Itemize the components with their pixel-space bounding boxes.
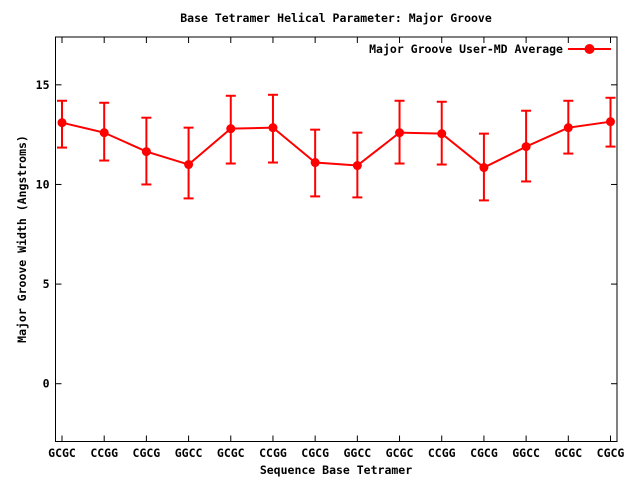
y-tick-label: 5 <box>43 277 50 291</box>
data-point-marker <box>99 128 109 138</box>
data-point-marker <box>57 118 67 128</box>
x-tick-label: GGCC <box>512 446 540 460</box>
y-axis-title: Major Groove Width (Angstroms) <box>15 135 29 343</box>
chart-title: Base Tetramer Helical Parameter: Major G… <box>180 11 492 25</box>
data-point-marker <box>521 142 531 152</box>
y-tick-label: 15 <box>36 78 50 92</box>
x-tick-label: GCGC <box>48 446 76 460</box>
series-line <box>61 120 611 169</box>
data-point-marker <box>352 161 362 171</box>
data-point-marker <box>395 128 405 138</box>
x-tick-label: GCGC <box>554 446 582 460</box>
data-point-marker <box>563 123 573 133</box>
x-tick-label: CCGG <box>428 446 456 460</box>
x-tick-label: GCGC <box>217 446 245 460</box>
data-point-marker <box>479 163 489 173</box>
x-tick-label: GCGC <box>386 446 414 460</box>
plot-border <box>55 36 618 442</box>
x-tick-label: CCGG <box>259 446 287 460</box>
data-point-marker <box>226 124 236 134</box>
x-tick-label: GGCC <box>343 446 371 460</box>
data-point-marker <box>310 158 320 168</box>
x-tick-label: CGCG <box>301 446 329 460</box>
data-point-marker <box>141 147 151 157</box>
x-tick-label: CGCG <box>470 446 498 460</box>
data-point-marker <box>437 129 447 139</box>
x-tick-label: CCGG <box>90 446 118 460</box>
y-tick-label: 10 <box>36 177 50 191</box>
y-tick-label: 0 <box>43 377 50 391</box>
legend-sample-marker <box>584 44 595 54</box>
data-point-marker <box>184 160 194 170</box>
data-point-marker <box>606 117 615 127</box>
x-axis-title: Sequence Base Tetramer <box>260 463 412 477</box>
x-tick-label: CGCG <box>597 446 625 460</box>
x-tick-label: CGCG <box>133 446 161 460</box>
plot-layer: GCGC CCGG CGCG GGCC GCGC CCGG CGCG GGCC GCGC CCGG… <box>36 36 625 460</box>
x-tick-label: GGCC <box>175 446 203 460</box>
legend-label: Major Groove User-MD Average <box>369 42 563 56</box>
data-point-marker <box>268 123 278 133</box>
